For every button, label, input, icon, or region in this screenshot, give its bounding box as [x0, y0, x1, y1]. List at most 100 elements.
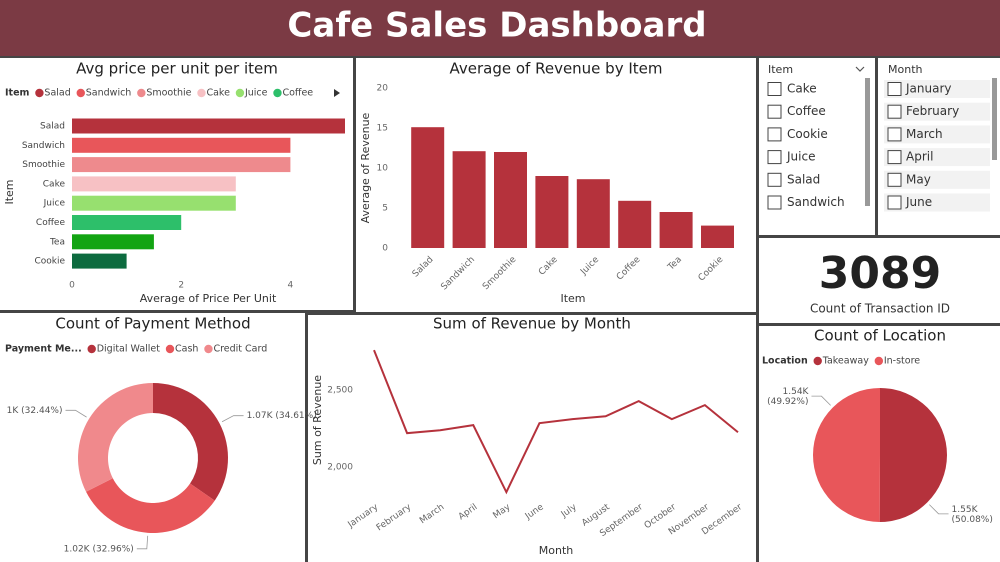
checkbox[interactable]	[887, 150, 902, 165]
checkbox[interactable]	[887, 195, 902, 210]
legend-marker[interactable]	[137, 88, 146, 98]
bar[interactable]	[452, 151, 486, 248]
bar[interactable]	[618, 200, 652, 248]
slice[interactable]	[879, 388, 947, 522]
legend-marker[interactable]	[813, 356, 822, 366]
legend-label[interactable]: Smoothie	[146, 88, 191, 99]
panel	[759, 238, 1000, 323]
legend-label[interactable]: Coffee	[282, 88, 313, 99]
x-axis-label: Item	[560, 292, 585, 305]
title-bar	[0, 0, 1000, 56]
bar[interactable]	[72, 253, 127, 269]
y-tick-label: Juice	[43, 199, 66, 209]
slicer-option[interactable]: April	[906, 150, 933, 164]
checkbox[interactable]	[767, 82, 782, 96]
legend-label[interactable]: Credit Card	[213, 344, 267, 355]
legend-label[interactable]: Cash	[175, 344, 198, 355]
slicer-row[interactable]	[884, 102, 990, 121]
slicer-row[interactable]	[884, 80, 990, 98]
legend-label[interactable]: Sandwich	[86, 88, 132, 99]
legend-label[interactable]: In-store	[884, 356, 920, 367]
bar[interactable]	[701, 225, 734, 248]
slicer-option[interactable]: January	[905, 82, 952, 96]
y-tick-label: Tea	[49, 237, 65, 247]
slice[interactable]	[153, 383, 228, 501]
bar[interactable]	[494, 152, 527, 248]
checkbox[interactable]	[767, 195, 782, 210]
slicer-option[interactable]: Sandwich	[787, 195, 845, 209]
bar[interactable]	[72, 234, 154, 250]
checkbox[interactable]	[767, 150, 782, 165]
y-tick-label: Cookie	[34, 257, 65, 267]
leader-line	[136, 535, 149, 550]
slicer-row[interactable]	[884, 148, 990, 167]
legend-marker[interactable]	[165, 344, 175, 354]
legend-marker[interactable]	[76, 88, 85, 98]
checkbox[interactable]	[767, 127, 782, 142]
legend-label[interactable]: Juice	[244, 88, 268, 99]
bar[interactable]	[72, 176, 236, 192]
slice[interactable]	[86, 478, 215, 533]
slicer-row[interactable]	[884, 125, 990, 144]
x-axis-label: Month	[539, 544, 574, 557]
checkbox[interactable]	[767, 104, 782, 119]
legend-label[interactable]: Cake	[206, 88, 230, 99]
legend-label[interactable]: Salad	[44, 88, 70, 99]
legend-scroll-arrow[interactable]	[334, 89, 340, 97]
panel-gap	[759, 235, 1000, 238]
bar[interactable]	[72, 137, 291, 153]
slicer-option[interactable]: May	[906, 172, 931, 186]
slicer-option[interactable]: Cake	[787, 82, 817, 96]
chart-title: Avg price per unit per item	[76, 60, 278, 78]
legend-title: Item	[5, 88, 30, 99]
slicer-option[interactable]: February	[906, 104, 959, 118]
scrollbar[interactable]	[865, 78, 870, 206]
bar[interactable]	[411, 127, 445, 248]
y-tick-label: 2,500	[327, 386, 353, 396]
legend-title: Location	[762, 356, 808, 367]
checkbox[interactable]	[887, 104, 902, 119]
checkbox[interactable]	[767, 172, 782, 187]
legend-label[interactable]: Digital Wallet	[97, 344, 161, 355]
slicer-option[interactable]: Coffee	[787, 104, 826, 118]
y-tick-label: 20	[377, 84, 389, 94]
legend-marker[interactable]	[874, 356, 884, 366]
dashboard-title: Cafe Sales Dashboard	[287, 6, 706, 46]
data-label: 1.07K (34.61%)	[247, 411, 317, 421]
bar[interactable]	[72, 118, 345, 134]
legend-marker[interactable]	[197, 88, 206, 98]
y-tick-label: Smoothie	[22, 160, 65, 170]
slicer-option[interactable]: Juice	[786, 150, 815, 164]
scrollbar[interactable]	[992, 78, 997, 160]
slice[interactable]	[78, 383, 153, 492]
slicer-option[interactable]: Salad	[787, 172, 820, 186]
y-tick-label: 10	[377, 164, 389, 174]
slicer-row[interactable]	[884, 193, 990, 212]
bar[interactable]	[535, 176, 569, 248]
slicer-chevron[interactable]	[855, 66, 865, 72]
slicer-option[interactable]: June	[905, 195, 932, 209]
line[interactable]	[373, 349, 739, 495]
legend-marker[interactable]	[273, 88, 282, 98]
slicer-row[interactable]	[884, 170, 990, 189]
bar[interactable]	[659, 212, 693, 248]
checkbox[interactable]	[887, 172, 902, 187]
legend-marker[interactable]	[204, 344, 213, 354]
legend-marker[interactable]	[235, 88, 245, 98]
bar[interactable]	[72, 157, 291, 173]
checkbox[interactable]	[887, 127, 902, 142]
slicer-option[interactable]: Cookie	[787, 127, 828, 141]
bar[interactable]	[576, 179, 610, 248]
data-label: 1.55K (50.08%)	[952, 504, 993, 524]
legend-marker[interactable]	[87, 344, 96, 354]
y-tick-label: Sandwich	[22, 141, 65, 151]
slicer-option[interactable]: March	[906, 127, 943, 141]
bar[interactable]	[72, 215, 182, 230]
checkbox[interactable]	[887, 82, 902, 96]
chart-title: Count of Location	[814, 327, 946, 345]
y-tick-label: Coffee	[36, 218, 66, 228]
bar[interactable]	[72, 195, 236, 211]
slice[interactable]	[812, 388, 880, 522]
legend-label[interactable]: Takeaway	[822, 356, 869, 367]
legend-marker[interactable]	[35, 88, 44, 98]
